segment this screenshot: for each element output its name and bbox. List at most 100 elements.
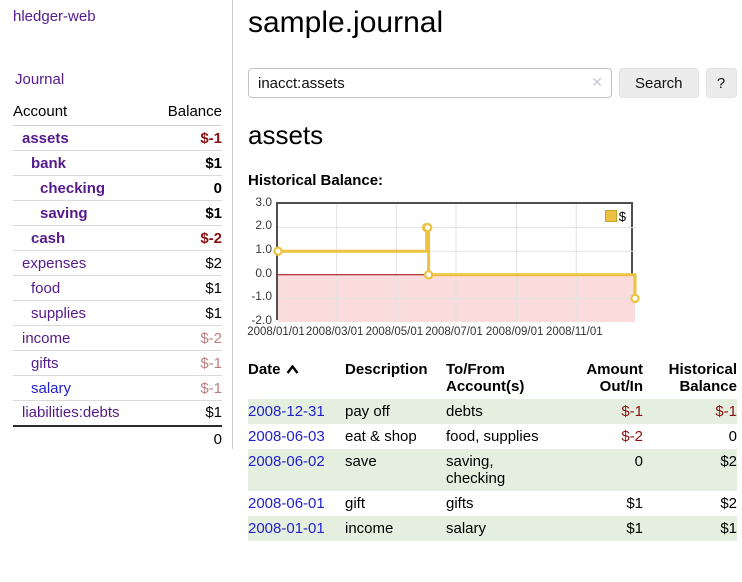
transaction-amount: 0 (634, 452, 643, 470)
register-table: Date Description To/From Account(s) Amou… (248, 357, 737, 541)
transaction-description: gift (345, 494, 366, 512)
page-title: sample.journal (248, 6, 444, 39)
column-header-date[interactable]: Date (248, 357, 345, 399)
column-header-amount: Amount Out/In (586, 360, 643, 395)
account-row: saving $1 (13, 200, 222, 226)
search-input[interactable] (248, 68, 612, 98)
sidebar-account-link-gifts[interactable]: gifts (31, 354, 59, 372)
account-row: expenses $2 (13, 250, 222, 276)
account-row: salary $-1 (13, 375, 222, 401)
accounts-header-row: Account Balance (13, 100, 222, 126)
register-row: 2008-01-01 income salary $1 $1 (248, 515, 737, 541)
accounts-table: Account Balance assets $-1 bank $1 checking 0… (13, 100, 222, 452)
sidebar-account-link-income[interactable]: income (22, 329, 71, 347)
column-header-balance: Historical Balance (668, 360, 737, 395)
sidebar-account-link-supplies[interactable]: supplies (31, 304, 87, 322)
sidebar-account-link-salary[interactable]: salary (31, 379, 72, 397)
account-balance: $-1 (200, 129, 222, 147)
chart-label: Historical Balance: (248, 171, 384, 189)
account-row: supplies $1 (13, 300, 222, 326)
x-axis-tick-label: 2008/07/01 (425, 325, 483, 338)
account-balance: $1 (151, 300, 222, 326)
x-axis-tick-label: 2008/09/01 (485, 325, 544, 338)
transaction-amount: $1 (626, 494, 643, 512)
account-column-header: Account (13, 100, 152, 126)
brand-link[interactable]: hledger-web (13, 8, 96, 25)
main-content: sample.journal ✕ Search ? assets Histori… (247, 0, 737, 541)
account-balance: $2 (151, 250, 222, 276)
transaction-accounts: salary (446, 519, 487, 537)
transaction-date-link[interactable]: 2008-06-01 (248, 494, 325, 512)
transaction-accounts: food, supplies (446, 427, 539, 445)
register-row: 2008-06-03 eat & shop food, supplies $-2 0 (248, 424, 737, 449)
column-header-description: Description (345, 360, 428, 378)
transaction-balance: $1 (720, 519, 737, 537)
transaction-accounts: saving, checking (446, 452, 506, 487)
register-row: 2008-06-02 save saving, checking 0 $2 (248, 448, 737, 491)
transaction-accounts: gifts (446, 494, 474, 512)
account-row: gifts $-1 (13, 350, 222, 376)
register-header-row: Date Description To/From Account(s) Amou… (248, 357, 737, 399)
account-row: liabilities:debts $1 (13, 400, 222, 426)
account-balance: $-1 (151, 350, 222, 376)
register-row: 2008-06-01 gift gifts $1 $2 (248, 491, 737, 516)
account-balance: $-2 (151, 225, 222, 251)
transaction-amount: $1 (626, 519, 643, 537)
transaction-description: pay off (345, 402, 390, 420)
legend-series-label: $ (618, 208, 626, 224)
chart-canvas (273, 203, 640, 322)
sidebar-account-link-saving[interactable]: saving (40, 204, 88, 222)
account-row: assets $-1 (13, 126, 222, 151)
x-axis-tick-label: 2008/03/01 (305, 325, 364, 338)
sidebar-account-link-food[interactable]: food (31, 279, 61, 297)
transaction-description: income (345, 519, 394, 537)
x-axis-tick-label: 2008/11/01 (545, 325, 603, 338)
sidebar-account-link-liabilities-debts[interactable]: liabilities:debts (22, 404, 120, 422)
account-balance: $1 (151, 400, 222, 426)
account-row: bank $1 (13, 150, 222, 176)
y-axis-tick-label: -2.0 (251, 312, 272, 327)
transaction-description: eat & shop (345, 427, 417, 445)
transaction-balance: $-1 (715, 402, 737, 420)
transaction-date-link[interactable]: 2008-06-02 (248, 452, 325, 470)
transaction-date-link[interactable]: 2008-12-31 (248, 402, 325, 420)
column-header-accounts: To/From Account(s) (446, 360, 525, 395)
y-axis-tick-label: 2.0 (255, 218, 272, 233)
account-row: income $-2 (13, 325, 222, 351)
account-balance: $-1 (151, 375, 222, 401)
sidebar-account-link-cash[interactable]: cash (31, 229, 66, 247)
account-balance: 0 (151, 175, 222, 201)
sidebar-account-link-assets[interactable]: assets (22, 129, 69, 147)
historical-balance-chart[interactable]: $ 3.0 2.0 1.0 0.0 -1.0 -2.0 2008/01/01 2008/03/… (247, 194, 668, 342)
transaction-date-link[interactable]: 2008-01-01 (248, 519, 325, 537)
account-balance: $-2 (151, 325, 222, 351)
sidebar-account-link-expenses[interactable]: expenses (22, 254, 87, 272)
search-form: ✕ Search ? (248, 68, 737, 98)
search-box: ✕ (248, 68, 612, 98)
transaction-balance: $2 (720, 494, 737, 512)
account-row: checking 0 (13, 175, 222, 201)
transaction-amount: $-2 (621, 427, 643, 445)
transaction-description: save (345, 452, 377, 470)
y-axis-tick-label: -1.0 (251, 289, 272, 304)
chart-legend: $ (604, 208, 626, 224)
clear-search-icon[interactable]: ✕ (591, 74, 603, 90)
transaction-date-link[interactable]: 2008-06-03 (248, 427, 325, 445)
transaction-amount: $-1 (621, 402, 643, 420)
account-row: food $1 (13, 275, 222, 301)
accounts-total-spacer (13, 424, 152, 452)
sidebar-item-journal[interactable]: Journal (15, 71, 65, 88)
x-axis-tick-label: 2008/05/01 (365, 325, 424, 338)
account-balance: $1 (151, 275, 222, 301)
sidebar-account-link-checking[interactable]: checking (40, 179, 106, 197)
y-axis-tick-label: 1.0 (255, 242, 272, 257)
help-button[interactable]: ? (705, 68, 737, 98)
transaction-balance: $2 (720, 452, 737, 470)
chart-plot-area[interactable]: $ (273, 201, 640, 322)
sort-ascending-icon (286, 361, 299, 378)
search-button[interactable]: Search (619, 68, 699, 98)
legend-swatch-icon (604, 210, 617, 223)
sidebar-account-link-bank[interactable]: bank (31, 154, 67, 172)
sidebar: hledger-web Journal Account Balance asse… (0, 0, 233, 452)
